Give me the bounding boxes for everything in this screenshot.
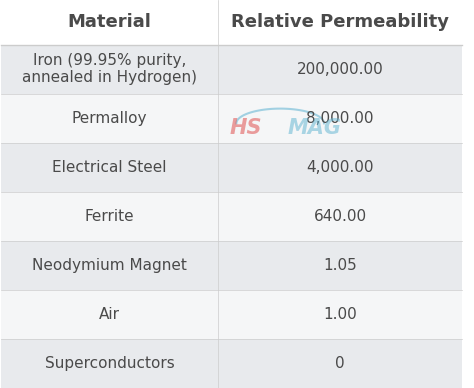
Text: 640.00: 640.00: [314, 209, 367, 224]
Text: Material: Material: [68, 13, 152, 31]
Bar: [1, 290, 218, 339]
Text: 1.00: 1.00: [323, 307, 357, 322]
Text: 4,000.00: 4,000.00: [306, 160, 374, 175]
Bar: [1, 241, 218, 290]
Bar: [1, 94, 218, 143]
Bar: [218, 94, 462, 143]
Text: MAG: MAG: [288, 118, 342, 138]
Text: Air: Air: [99, 307, 120, 322]
Text: Permalloy: Permalloy: [72, 111, 147, 126]
Text: Iron (99.95% purity,
annealed in Hydrogen): Iron (99.95% purity, annealed in Hydroge…: [22, 53, 197, 85]
Bar: [218, 192, 462, 241]
Bar: [1, 192, 218, 241]
Text: 200,000.00: 200,000.00: [297, 62, 383, 77]
Bar: [1, 45, 218, 94]
Bar: [218, 143, 462, 192]
Text: 8,000.00: 8,000.00: [306, 111, 374, 126]
Text: 0: 0: [335, 356, 345, 371]
Text: HS: HS: [229, 118, 262, 138]
Bar: [218, 0, 462, 45]
Bar: [218, 339, 462, 388]
Text: Electrical Steel: Electrical Steel: [52, 160, 167, 175]
Text: Neodymium Magnet: Neodymium Magnet: [32, 258, 187, 273]
Bar: [1, 339, 218, 388]
Bar: [1, 0, 218, 45]
Bar: [218, 290, 462, 339]
Bar: [1, 143, 218, 192]
Text: Ferrite: Ferrite: [85, 209, 134, 224]
Bar: [218, 45, 462, 94]
Text: Superconductors: Superconductors: [45, 356, 174, 371]
Text: 1.05: 1.05: [323, 258, 357, 273]
Text: Relative Permeability: Relative Permeability: [231, 13, 449, 31]
Bar: [218, 241, 462, 290]
